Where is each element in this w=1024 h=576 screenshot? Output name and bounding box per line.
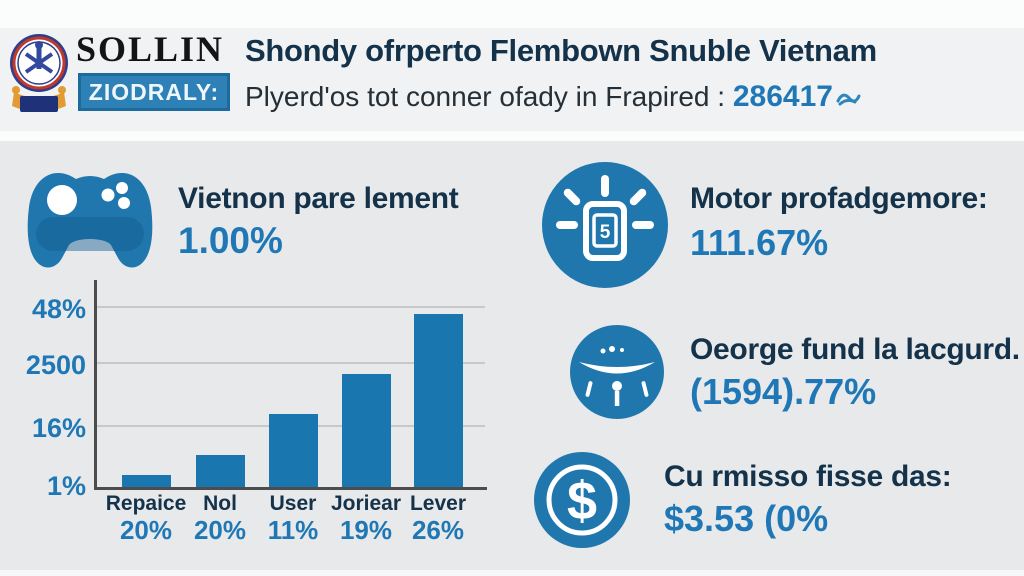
y-axis-tick: 1% [46, 471, 86, 501]
gamepad-icon [27, 173, 153, 268]
page-subtitle: Plyerd'os tot conner ofady in Frapired :… [245, 80, 861, 115]
rider-icon [570, 325, 664, 419]
dollar-coin-icon: $ [534, 452, 630, 548]
category-label: Lever [409, 492, 467, 515]
right-stat-value: 111.67% [690, 222, 829, 263]
right-stat-label: Cu rmisso fisse das: [664, 460, 952, 493]
chart-bar [269, 414, 318, 487]
x-axis-category: Lever 26% [392, 492, 484, 544]
y-axis-tick: 16% [31, 413, 86, 443]
right-stat-value: (1594).77% [690, 371, 877, 412]
chart-bar [122, 475, 171, 487]
chart-bar [342, 374, 391, 487]
category-value: 20% [119, 515, 173, 545]
right-stat-label: Motor profadgemore: [690, 182, 988, 215]
bottom-strip [0, 570, 1024, 576]
highlight-number: 286417 [732, 80, 833, 113]
brand-name: SOLLIN [76, 29, 225, 69]
category-value: 11% [267, 515, 319, 545]
category-label: Joriear [330, 492, 402, 515]
svg-text:5: 5 [600, 222, 611, 243]
subtitle-text: Plyerd'os tot conner ofady in Frapired : [245, 81, 726, 112]
y-axis-tick: 48% [31, 294, 86, 324]
chart-bar [414, 314, 463, 487]
brand-emblem-icon [10, 34, 68, 112]
left-stat-value: 1.00% [178, 220, 283, 261]
right-stat-value: $3.53 (0% [664, 498, 829, 539]
left-stat-label: Vietnon pare lement [178, 182, 459, 215]
right-stat-label: Oeorge fund la lacgurd. [690, 333, 1020, 366]
y-axis-tick: 2500 [25, 350, 86, 380]
gridline [97, 362, 485, 364]
chart-bar [196, 455, 245, 487]
bar-chart-plot-area [94, 280, 487, 490]
brand-tagline: ZIODRALY: [78, 73, 230, 111]
x-axis-category: User 11% [247, 492, 339, 544]
ink-smudge-decoration [835, 83, 861, 115]
category-value: 19% [339, 515, 393, 545]
header-divider [0, 131, 1024, 141]
category-value: 26% [411, 515, 465, 545]
category-value: 20% [193, 515, 247, 545]
top-strip [0, 0, 1024, 28]
x-axis-category: Nol 20% [174, 492, 266, 544]
page-title: Shondy ofrperto Flembown Snuble Vietnam [245, 33, 877, 68]
gridline [97, 306, 485, 308]
svg-text:$: $ [567, 471, 597, 531]
category-label: Repaice [105, 492, 187, 515]
category-label: Nol [203, 492, 237, 515]
shining-device-icon: 5 [542, 162, 668, 288]
x-axis-category: Repaice 20% [100, 492, 192, 544]
x-axis-category: Joriear 19% [320, 492, 412, 544]
category-label: User [269, 492, 317, 515]
